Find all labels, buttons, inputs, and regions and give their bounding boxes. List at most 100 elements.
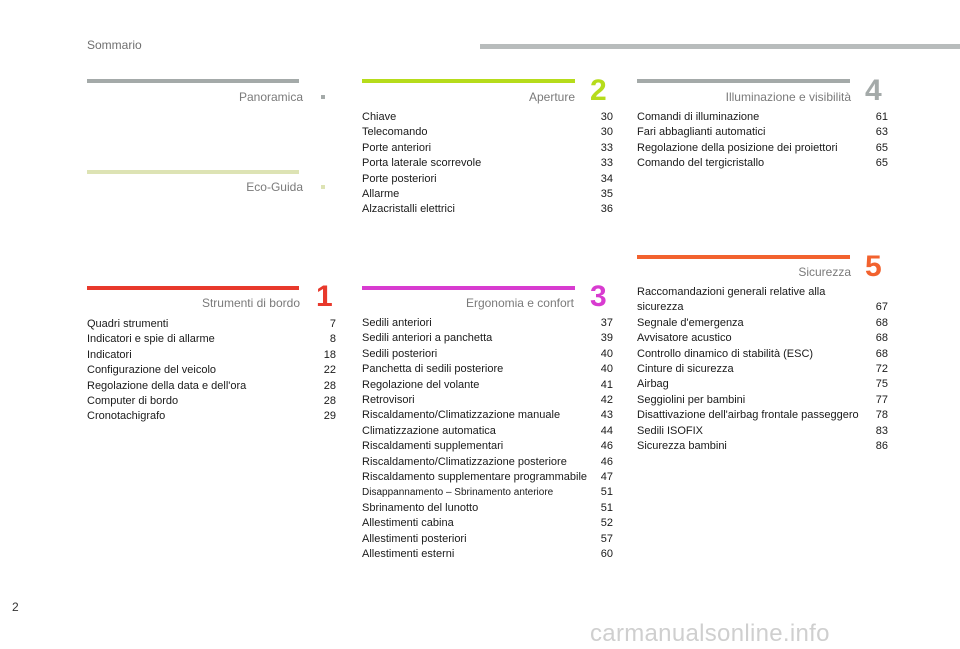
toc-entry[interactable]: Porta laterale scorrevole 33 (362, 156, 613, 171)
toc-entry-page: 8 (329, 333, 336, 346)
toc-entry[interactable]: Retrovisori 42 (362, 393, 613, 408)
toc-entry[interactable]: Allarme 35 (362, 187, 613, 202)
toc-entry-page: 68 (875, 316, 888, 329)
toc-entry[interactable]: Climatizzazione automatica 44 (362, 424, 613, 439)
toc-entry[interactable]: Indicatori 18 (87, 348, 336, 363)
toc-entry[interactable]: Cinture di sicurezza 72 (637, 362, 888, 377)
toc-entry[interactable]: Avvisatore acustico 68 (637, 331, 888, 346)
toc-entry[interactable]: Sedili anteriori 37 (362, 316, 613, 331)
toc-entry-title: Fari abbaglianti automatici (637, 126, 766, 139)
toc-entry[interactable]: Fari abbaglianti automatici 63 (637, 125, 888, 140)
toc-entry[interactable]: Regolazione della posizione dei proietto… (637, 141, 888, 156)
toc-entry-title: Porte posteriori (362, 172, 437, 185)
toc-entry-title: Computer di bordo (87, 395, 179, 408)
toc-entry[interactable]: Riscaldamenti supplementari 46 (362, 439, 613, 454)
toc-entry[interactable]: Raccomandazioni generali relative alla s… (637, 285, 888, 316)
toc-entry[interactable]: Riscaldamento supplementare programmabil… (362, 470, 613, 485)
toc-entry-page: 46 (600, 455, 613, 468)
toc-entry[interactable]: Segnale d'emergenza 68 (637, 316, 888, 331)
toc-entry[interactable]: Regolazione del volante 41 (362, 378, 613, 393)
toc-entry[interactable]: Sicurezza bambini 86 (637, 439, 888, 454)
toc-entry[interactable]: Telecomando 30 (362, 125, 613, 140)
toc-entry[interactable]: Indicatori e spie di allarme 8 (87, 332, 336, 347)
toc-entry-page: 44 (600, 424, 613, 437)
toc-list-ergonomia: Sedili anteriori 37 Sedili anteriori a pan… (362, 316, 613, 563)
toc-entry-title: Allestimenti esterni (362, 548, 455, 561)
toc-entry-page: 42 (600, 394, 613, 407)
toc-entry[interactable]: Regolazione della data e dell'ora 28 (87, 379, 336, 394)
toc-entry-title: Comandi di illuminazione (637, 111, 760, 123)
toc-entry[interactable]: Panchetta di sedili posteriore 40 (362, 362, 613, 377)
toc-entry[interactable]: Chiave 30 (362, 110, 613, 125)
toc-entry-title: Riscaldamento/Climatizzazione posteriore (362, 455, 567, 468)
section-number-strumenti: 1 (316, 280, 333, 313)
toc-entry-page: 22 (323, 364, 336, 377)
toc-entry-title: Disappannamento – Sbrinamento anteriore (362, 487, 554, 499)
toc-entry[interactable]: Riscaldamento/Climatizzazione posteriore… (362, 455, 613, 470)
toc-entry-page: 78 (875, 409, 888, 422)
toc-entry[interactable]: Sbrinamento del lunotto 51 (362, 501, 613, 516)
toc-entry[interactable]: Comandi di illuminazione 61 (637, 110, 888, 125)
toc-entry-title: Regolazione della data e dell'ora (87, 379, 247, 392)
toc-entry-title: Allestimenti cabina (362, 517, 454, 530)
toc-entry[interactable]: Airbag 75 (637, 377, 888, 392)
toc-entry-title: Sedili anteriori (362, 317, 432, 329)
toc-list-illuminazione: Comandi di illuminazione 61 Fari abbaglian… (637, 110, 888, 172)
toc-entry-title: Avvisatore acustico (637, 332, 732, 345)
toc-entry[interactable]: Sedili ISOFIX 83 (637, 424, 888, 439)
section-title-aperture[interactable]: Aperture (528, 90, 575, 104)
toc-entry-page: 34 (600, 172, 613, 185)
section-title-ergonomia[interactable]: Ergonomia e confort (465, 296, 574, 310)
toc-entry-page: 35 (600, 188, 613, 201)
toc-entry-title: Riscaldamento supplementare programmabil… (362, 471, 588, 484)
section-title-illuminazione[interactable]: Illuminazione e visibilità (725, 90, 851, 104)
section-title-eco-guida[interactable]: Eco-Guida (246, 180, 303, 194)
toc-entry-page: 86 (875, 440, 888, 453)
toc-list-sicurezza: Raccomandazioni generali relative alla s… (637, 285, 888, 454)
section-bar-strumenti (87, 286, 299, 290)
section-title-sicurezza[interactable]: Sicurezza (798, 265, 851, 279)
toc-entry[interactable]: Allestimenti posteriori 57 (362, 532, 613, 547)
section-title-panoramica[interactable]: Panoramica (238, 90, 303, 104)
toc-entry-title: Riscaldamenti supplementari (362, 440, 504, 453)
toc-entry[interactable]: Cronotachigrafo 29 (87, 409, 336, 424)
section-bar-aperture (362, 79, 575, 83)
toc-entry-title: Disattivazione dell'airbag frontale pass… (637, 409, 859, 422)
toc-entry-page: 43 (600, 409, 613, 422)
toc-entry[interactable]: Configurazione del veicolo 22 (87, 363, 336, 378)
toc-entry[interactable]: Sedili posteriori 40 (362, 347, 613, 362)
toc-entry-title: Segnale d'emergenza (637, 316, 744, 329)
toc-entry-title: Raccomandazioni generali relative alla s… (637, 286, 826, 314)
toc-entry[interactable]: Controllo dinamico di stabilità (ESC) 68 (637, 347, 888, 362)
toc-entry-page: 68 (875, 347, 888, 360)
toc-entry[interactable]: Comando del tergicristallo 65 (637, 156, 888, 171)
header-rule (480, 44, 960, 49)
page-number: 2 (12, 600, 19, 614)
toc-entry[interactable]: Allestimenti cabina 52 (362, 516, 613, 531)
toc-entry-page: 57 (600, 532, 613, 545)
toc-entry[interactable]: Quadri strumenti 7 (87, 317, 336, 332)
toc-entry[interactable]: Seggiolini per bambini 77 (637, 393, 888, 408)
toc-entry-title: Airbag (637, 378, 669, 391)
toc-entry-title: Allarme (362, 188, 400, 201)
toc-entry[interactable]: Disattivazione dell'airbag frontale pass… (637, 408, 888, 423)
toc-entry[interactable]: Riscaldamento/Climatizzazione manuale 43 (362, 408, 613, 423)
section-number-sicurezza: 5 (865, 250, 882, 283)
toc-entry-page: 46 (600, 440, 613, 453)
toc-entry[interactable]: Disappannamento – Sbrinamento anteriore 5… (362, 485, 613, 500)
toc-entry[interactable]: Alzacristalli elettrici 36 (362, 202, 613, 217)
toc-entry-title: Sedili ISOFIX (637, 424, 704, 437)
toc-entry-title: Porte anteriori (362, 141, 432, 154)
toc-entry[interactable]: Computer di bordo 28 (87, 394, 336, 409)
section-bar-panoramica (87, 79, 299, 83)
toc-entry[interactable]: Porte posteriori 34 (362, 172, 613, 187)
toc-entry[interactable]: Porte anteriori 33 (362, 141, 613, 156)
toc-entry[interactable]: Allestimenti esterni 60 (362, 547, 613, 562)
toc-entry-page: 28 (323, 379, 336, 392)
toc-entry[interactable]: Sedili anteriori a panchetta 39 (362, 331, 613, 346)
toc-entry-title: Comando del tergicristallo (637, 157, 765, 170)
section-marker-panoramica (321, 95, 325, 99)
section-title-strumenti[interactable]: Strumenti di bordo (201, 296, 300, 310)
toc-entry-title: Panchetta di sedili posteriore (362, 363, 504, 376)
toc-entry-title: Sbrinamento del lunotto (362, 501, 479, 514)
